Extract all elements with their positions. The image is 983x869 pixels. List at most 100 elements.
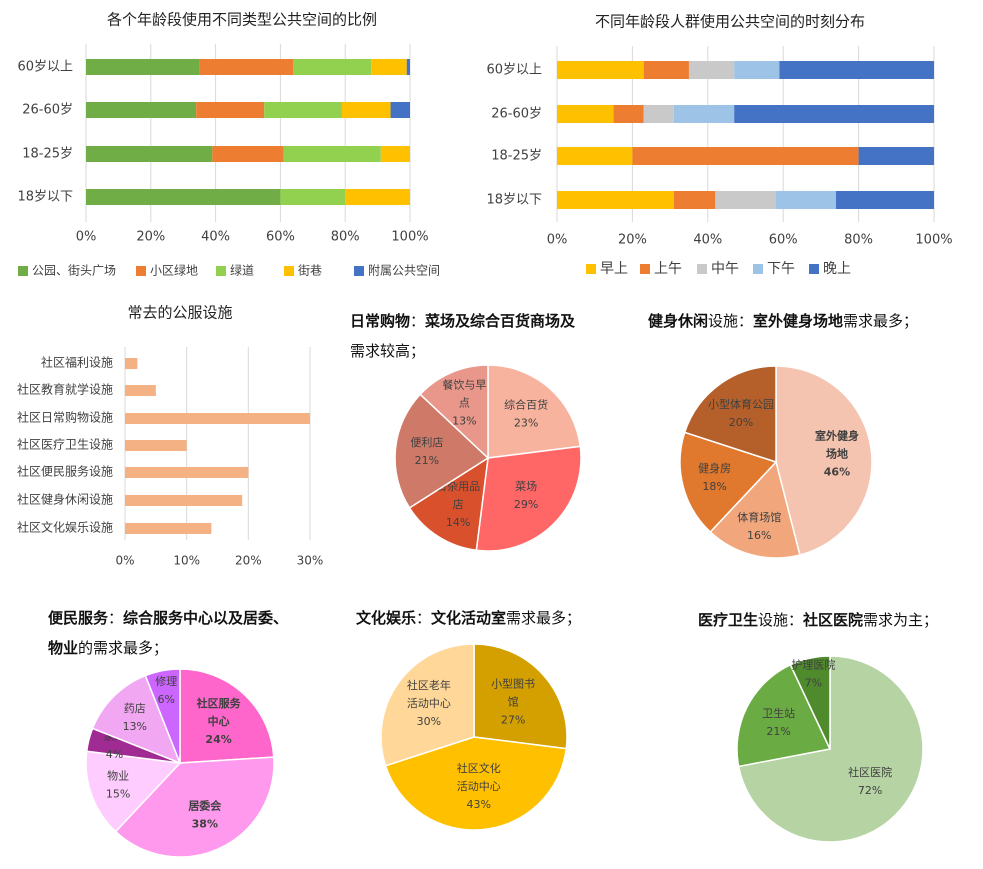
slice-value-label: 14% [446, 516, 470, 529]
bar-segment-0 [86, 146, 213, 162]
category-label: 60岁以上 [17, 60, 73, 75]
category-label: 26-60岁 [22, 103, 73, 118]
title-fragment: 日常购物 [350, 312, 411, 330]
bar-segment-4 [406, 59, 410, 75]
slice-label: 小型体育公园 [708, 397, 774, 411]
pie-slice-2 [789, 655, 831, 750]
legend-label: 街巷 [298, 264, 322, 278]
bar-segment-2 [643, 105, 674, 123]
x-tick-label: 60% [266, 230, 295, 245]
pie-slice-0 [487, 364, 582, 459]
title-fragment: 文化活动室 [431, 609, 507, 627]
bar-segment-1 [643, 61, 689, 79]
x-tick-label: 0% [76, 230, 97, 245]
x-tick-label: 20% [618, 233, 647, 248]
title-fragment: 便民服务 [48, 609, 109, 627]
x-tick-label: 80% [331, 230, 360, 245]
slice-value-label: 13% [123, 720, 147, 733]
x-tick-label: 20% [235, 554, 262, 568]
slice-value-label: 38% [192, 818, 218, 831]
slice-label: 中心 [208, 714, 230, 728]
x-tick-label: 40% [201, 230, 230, 245]
slice-label: 餐饮与早 [442, 377, 486, 391]
title-fragment: 需求最多； [843, 312, 919, 330]
slice-value-label: 18% [702, 480, 726, 493]
bar-segment-2 [688, 61, 735, 79]
bar-segment-4 [858, 147, 934, 165]
pie-slice-2 [380, 643, 475, 767]
pie-slice-0 [473, 643, 568, 750]
title-fragment: ： [410, 312, 426, 330]
chart-title: 不同年龄段人群使用公共空间的时刻分布 [595, 13, 865, 31]
bar-segment-1 [196, 102, 265, 118]
slice-value-label: 7% [805, 677, 822, 690]
category-label: 社区日常购物设施 [17, 410, 113, 425]
bar-segment-1 [632, 147, 859, 165]
pie-slice-3 [683, 365, 777, 464]
title-fragment: 设施： [708, 312, 754, 330]
bar-segment-1 [613, 105, 644, 123]
slice-label: 居委会 [188, 799, 222, 813]
pie-slice-0 [775, 365, 873, 556]
slice-label: 体育场馆 [737, 510, 781, 524]
category-label: 18-25岁 [491, 149, 542, 164]
bar-segment-2 [264, 102, 342, 118]
bar [125, 413, 310, 424]
slice-value-label: 72% [858, 784, 882, 797]
title-fragment: 社区医院 [803, 611, 864, 629]
title-fragment: 室外健身场地 [753, 312, 844, 330]
legend-swatch-2 [697, 264, 707, 274]
pie-slice-3 [394, 393, 490, 509]
pie-slice-4 [91, 674, 182, 765]
title-fragment: 物业 [48, 639, 79, 657]
bar [125, 495, 243, 506]
bar-segment-3 [380, 146, 410, 162]
chart-title: 文化娱乐：文化活动室需求最多； [356, 603, 581, 633]
bar-segment-1 [212, 146, 284, 162]
slice-label: 点 [459, 396, 470, 409]
slice-label: 卫生站 [762, 706, 795, 720]
pie-slice-1 [384, 736, 568, 831]
pie-slice-1 [114, 756, 275, 858]
title-fragment: ： [416, 609, 432, 627]
title-fragment: 的需求最多； [78, 639, 169, 657]
title-fragment: 综合服务中心以及居委、 [123, 609, 289, 627]
chart-title: 各个年龄段使用不同类型公共空间的比例 [107, 11, 377, 29]
bar [125, 358, 138, 369]
slice-value-label: 6% [158, 693, 175, 706]
bar-segment-0 [86, 59, 200, 75]
title-fragment: 需求为主； [863, 611, 939, 629]
slice-label: 药店 [124, 701, 146, 715]
bar-segment-4 [779, 61, 934, 79]
category-label: 社区教育就学设施 [17, 382, 113, 397]
slice-label: 便利店 [410, 435, 443, 449]
legend-label: 小区绿地 [150, 263, 198, 278]
pie-slice-1 [736, 663, 832, 768]
pie-slice-1 [709, 460, 801, 559]
bar-segment-1 [673, 191, 716, 209]
category-label: 社区医疗卫生设施 [17, 437, 113, 452]
bar-segment-0 [86, 189, 281, 205]
title-fragment: 菜场及综合百货商场及 [425, 312, 576, 330]
bar-segment-0 [557, 61, 644, 79]
chart-title: 健身休闲设施：室外健身场地需求最多； [648, 306, 918, 336]
pie-slice-1 [475, 445, 582, 552]
x-tick-label: 100% [391, 230, 428, 245]
bar [125, 385, 156, 396]
bar-segment-4 [734, 105, 934, 123]
bar-segment-3 [775, 191, 836, 209]
slice-value-label: 24% [205, 733, 231, 746]
bar [125, 467, 249, 478]
slice-value-label: 13% [452, 414, 476, 427]
slice-label: 菜场 [515, 479, 537, 493]
legend-swatch-4 [809, 264, 819, 274]
slice-value-label: 29% [514, 498, 538, 511]
bar-segment-0 [86, 102, 197, 118]
slice-label: 社区老年 [407, 678, 451, 692]
x-tick-label: 30% [297, 554, 324, 568]
slice-value-label: 30% [417, 715, 441, 728]
pie-slice-0 [179, 668, 275, 764]
slice-value-label: 43% [466, 798, 490, 811]
bar-segment-4 [390, 102, 410, 118]
legend-swatch-3 [284, 266, 294, 276]
